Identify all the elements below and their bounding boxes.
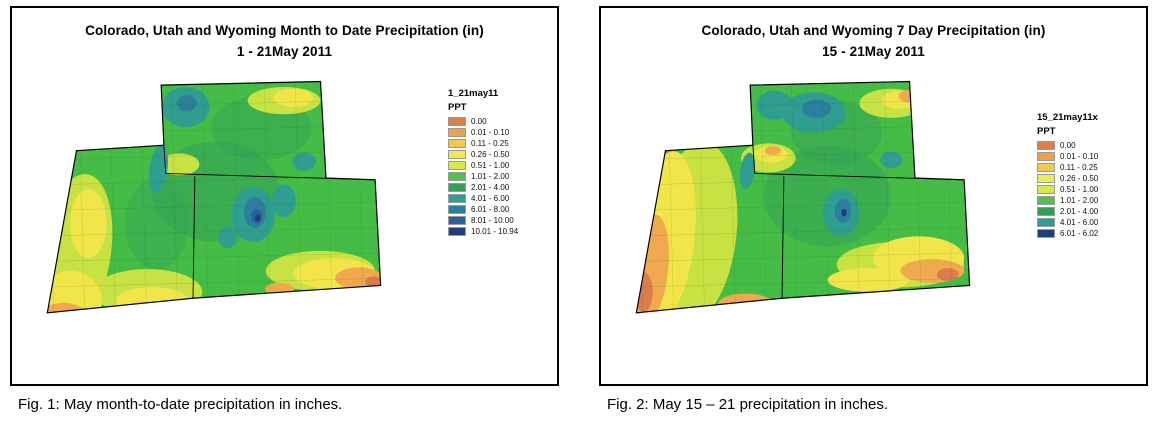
- legend-color-swatch: [1037, 163, 1055, 172]
- legend-entries: 0.00 0.01 - 0.10 0.11 - 0.25 0.26 - 0.50 0.5…: [1037, 141, 1141, 238]
- figure-1-caption: Fig. 1: May month-to-date precipitation …: [18, 396, 343, 413]
- legend-entry: 0.26 - 0.50: [448, 150, 552, 159]
- figure-1-map-frame: Colorado, Utah and Wyoming Month to Date…: [10, 6, 559, 386]
- legend-entry-label: 0.51 - 1.00: [1060, 185, 1099, 194]
- legend-entry: 0.51 - 1.00: [448, 161, 552, 170]
- legend-entry: 4.01 - 6.00: [448, 194, 552, 203]
- figure-2-legend: 15_21may11x PPT 0.00 0.01 - 0.10 0.11 - 0.…: [1037, 60, 1141, 378]
- legend-entry-label: 2.01 - 4.00: [1060, 207, 1099, 216]
- legend-entry-label: 0.11 - 0.25: [1060, 163, 1098, 172]
- figure-1-legend: 1_21may11 PPT 0.00 0.01 - 0.10 0.11 - 0.25…: [448, 60, 552, 378]
- legend-color-swatch: [1037, 229, 1055, 238]
- legend-entry-label: 6.01 - 6.02: [1060, 229, 1099, 238]
- map-fill-layer-2: [636, 81, 970, 313]
- legend-color-swatch: [448, 117, 466, 126]
- legend-entries: 0.00 0.01 - 0.10 0.11 - 0.25 0.26 - 0.50 0.5…: [448, 117, 552, 236]
- legend-color-swatch: [1037, 207, 1055, 216]
- legend-entry-label: 0.11 - 0.25: [471, 139, 509, 148]
- legend-entry: 0.51 - 1.00: [1037, 185, 1141, 194]
- legend-entry: 0.26 - 0.50: [1037, 174, 1141, 183]
- legend-entry: 4.01 - 6.00: [1037, 218, 1141, 227]
- legend-layer-name: 15_21may11x: [1037, 112, 1098, 123]
- figure-1-title-line2: 1 - 21May 2011: [236, 43, 333, 59]
- legend-entry: 0.00: [1037, 141, 1141, 150]
- legend-entry-label: 6.01 - 8.00: [471, 205, 510, 214]
- legend-entry: 1.01 - 2.00: [448, 172, 552, 181]
- legend-color-swatch: [1037, 174, 1055, 183]
- figure-2-title: Colorado, Utah and Wyoming 7 Day Precipi…: [601, 8, 1146, 63]
- legend-color-swatch: [448, 172, 466, 181]
- page: Colorado, Utah and Wyoming Month to Date…: [10, 6, 1148, 413]
- legend-entry-label: 1.01 - 2.00: [1060, 196, 1099, 205]
- legend-color-swatch: [448, 216, 466, 225]
- legend-entry: 0.01 - 0.10: [448, 128, 552, 137]
- map-fill-layer-1: [47, 81, 381, 313]
- legend-color-swatch: [448, 183, 466, 192]
- legend-color-swatch: [448, 205, 466, 214]
- legend-entry: 0.00: [448, 117, 552, 126]
- legend-color-swatch: [448, 150, 466, 159]
- legend-entry: 8.01 - 10.00: [448, 216, 552, 225]
- legend-entry-label: 10.01 - 10.94: [471, 227, 519, 236]
- precipitation-map-7-day: [635, 80, 971, 314]
- figure-1-title: Colorado, Utah and Wyoming Month to Date…: [12, 8, 557, 63]
- legend-color-swatch: [448, 161, 466, 170]
- legend-entry-label: 0.01 - 0.10: [471, 128, 510, 137]
- legend-entry-label: 0.51 - 1.00: [471, 161, 510, 170]
- legend-color-swatch: [1037, 152, 1055, 161]
- legend-color-swatch: [1037, 141, 1055, 150]
- legend-entry: 0.11 - 0.25: [448, 139, 552, 148]
- legend-entry-label: 0.00: [471, 117, 487, 126]
- legend-entry: 2.01 - 4.00: [1037, 207, 1141, 216]
- tri-state-outline: [46, 80, 382, 314]
- legend-entry: 2.01 - 4.00: [448, 183, 552, 192]
- figure-2-title-line2: 15 - 21May 2011: [822, 43, 925, 59]
- legend-entry-label: 8.01 - 10.00: [471, 216, 514, 225]
- legend-unit-label: PPT: [448, 102, 467, 113]
- legend-entry-label: 0.01 - 0.10: [1060, 152, 1099, 161]
- figure-2-map-frame: Colorado, Utah and Wyoming 7 Day Precipi…: [599, 6, 1148, 386]
- legend-color-swatch: [1037, 196, 1055, 205]
- precipitation-map-month-to-date: [46, 80, 382, 314]
- figure-1-title-line1: Colorado, Utah and Wyoming Month to Date…: [85, 23, 484, 38]
- legend-entry-label: 0.00: [1060, 141, 1076, 150]
- legend-color-swatch: [448, 194, 466, 203]
- legend-color-swatch: [1037, 218, 1055, 227]
- legend-layer-name: 1_21may11: [448, 88, 499, 99]
- legend-entry: 1.01 - 2.00: [1037, 196, 1141, 205]
- legend-unit-label: PPT: [1037, 126, 1056, 137]
- legend-color-swatch: [448, 227, 466, 236]
- legend-entry: 6.01 - 8.00: [448, 205, 552, 214]
- legend-entry: 10.01 - 10.94: [448, 227, 552, 236]
- legend-entry-label: 2.01 - 4.00: [471, 183, 510, 192]
- legend-entry: 6.01 - 6.02: [1037, 229, 1141, 238]
- legend-entry-label: 4.01 - 6.00: [1060, 218, 1099, 227]
- figure-2-panel: Colorado, Utah and Wyoming 7 Day Precipi…: [599, 6, 1148, 413]
- legend-color-swatch: [1037, 185, 1055, 194]
- figure-2-title-line1: Colorado, Utah and Wyoming 7 Day Precipi…: [701, 23, 1046, 38]
- legend-entry: 0.01 - 0.10: [1037, 152, 1141, 161]
- legend-entry-label: 1.01 - 2.00: [471, 172, 510, 181]
- legend-entry-label: 4.01 - 6.00: [471, 194, 510, 203]
- figure-2-caption: Fig. 2: May 15 – 21 precipitation in inc…: [607, 396, 888, 413]
- legend-color-swatch: [448, 139, 466, 148]
- tri-state-outline: [635, 80, 971, 314]
- legend-color-swatch: [448, 128, 466, 137]
- figure-1-map-body: 1_21may11 PPT 0.00 0.01 - 0.10 0.11 - 0.25…: [20, 60, 553, 378]
- legend-entry-label: 0.26 - 0.50: [1060, 174, 1099, 183]
- figure-2-map-body: 15_21may11x PPT 0.00 0.01 - 0.10 0.11 - 0.…: [609, 60, 1142, 378]
- legend-entry-label: 0.26 - 0.50: [471, 150, 510, 159]
- figure-1-panel: Colorado, Utah and Wyoming Month to Date…: [10, 6, 559, 413]
- legend-entry: 0.11 - 0.25: [1037, 163, 1141, 172]
